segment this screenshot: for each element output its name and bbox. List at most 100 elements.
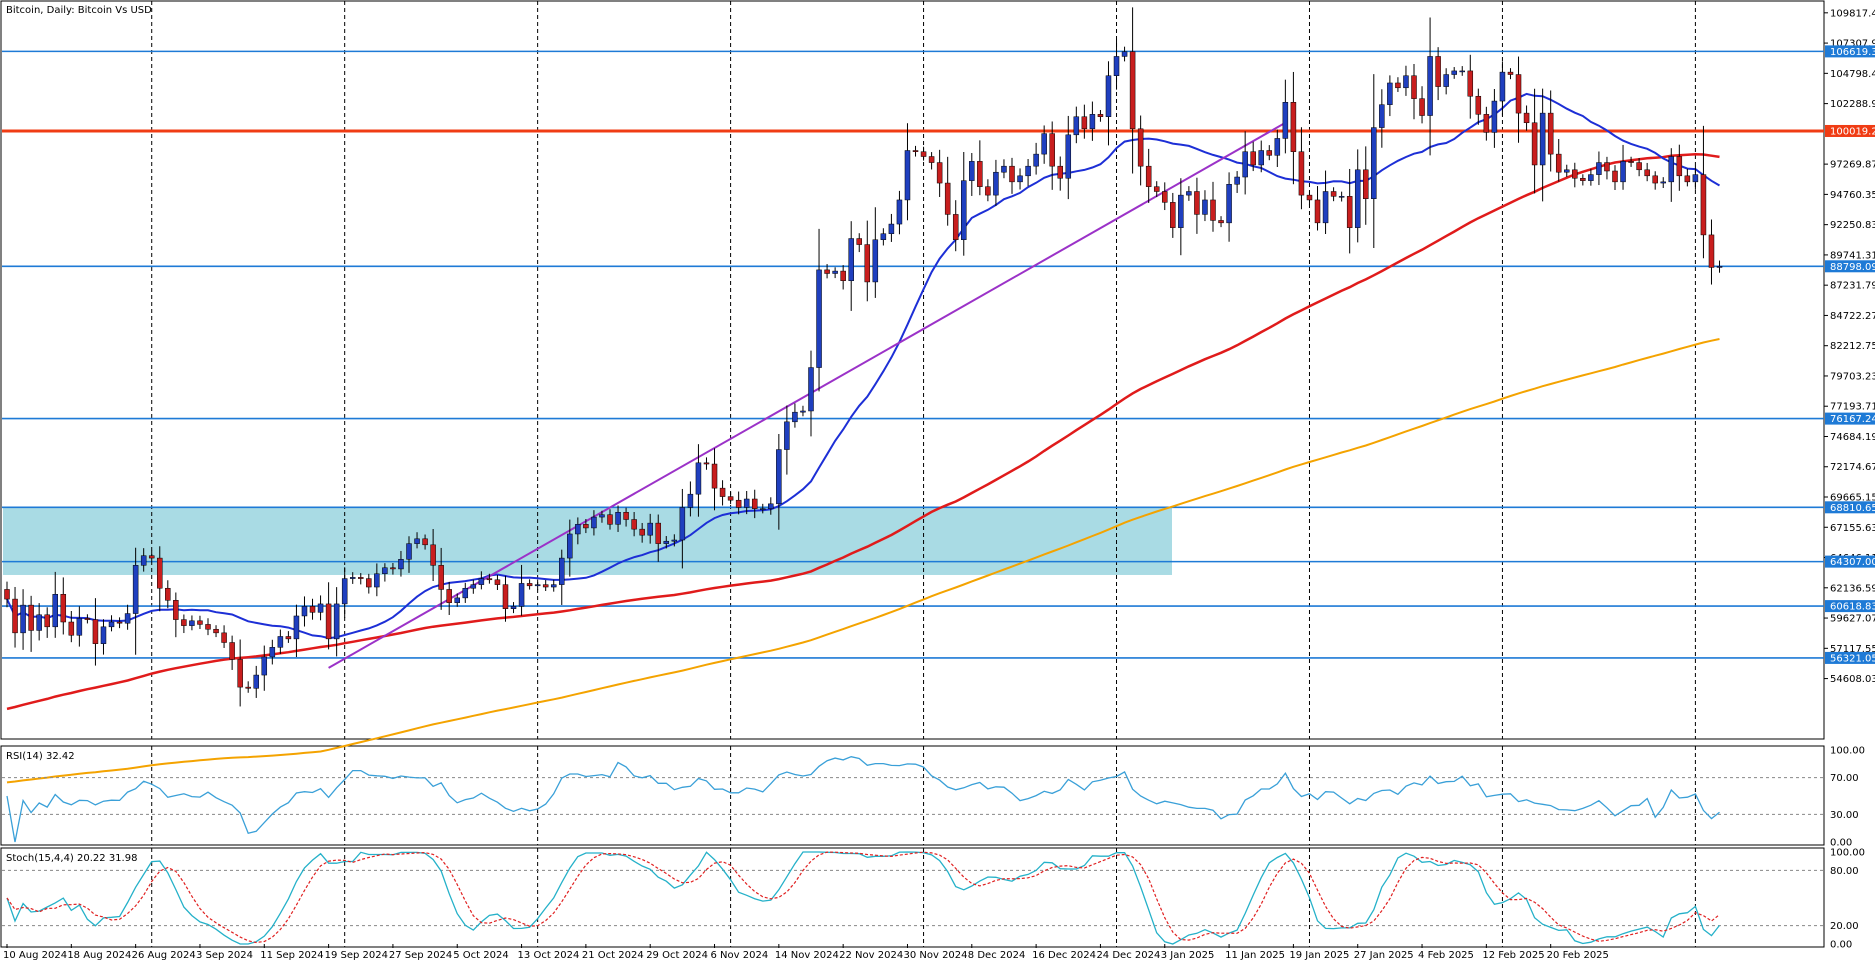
candle-bear (751, 498, 758, 509)
candle-bull (1282, 102, 1289, 139)
candle-bull (478, 578, 485, 585)
candle-bull (454, 597, 460, 603)
candle-bull (132, 565, 139, 614)
candle-bull (1596, 162, 1602, 175)
horizontal-levels[interactable] (2, 50, 1824, 659)
candle-bear (1081, 116, 1088, 130)
candle-bull (1202, 199, 1208, 215)
candle-bear (1604, 162, 1610, 172)
candle-bull (1226, 184, 1232, 224)
candle-bull (1041, 133, 1047, 155)
candle-bear (727, 496, 734, 501)
candle-bear (864, 244, 871, 283)
candle-bear (936, 162, 943, 184)
candle-bear (1363, 169, 1369, 199)
candle-bear (1218, 220, 1224, 224)
candle-bull (679, 507, 686, 541)
candle-bear (1097, 114, 1104, 117)
candle-bull (776, 449, 782, 505)
candle-bull (534, 584, 541, 587)
candle-bull (567, 533, 573, 559)
candle-bear (213, 628, 219, 634)
candle-bull (1178, 194, 1184, 228)
trendline[interactable] (328, 121, 1286, 669)
candle-bull (1017, 175, 1023, 183)
candles (4, 7, 1723, 707)
candle-bull (792, 411, 798, 423)
candle-bear (1652, 175, 1658, 184)
candle-bull (1539, 112, 1546, 166)
candle-bull (510, 606, 517, 609)
candle-bull (100, 626, 107, 644)
candle-bear (285, 636, 292, 640)
candle-bear (1628, 161, 1634, 163)
moving-averages (6, 92, 1721, 784)
rsi-axis-label: 100.00 (1830, 746, 1865, 757)
stoch-axis-label: 20.00 (1830, 921, 1859, 932)
candle-bear (221, 632, 227, 643)
x-axis-label: 19 Sep 2024 (325, 950, 388, 961)
candle-bull (317, 603, 324, 613)
candle-bull (575, 524, 581, 535)
candle-bull (1451, 70, 1457, 75)
candle-bull (1105, 75, 1112, 117)
candle-bear (655, 522, 661, 544)
candle-bull (333, 603, 340, 640)
candle-bull (591, 516, 597, 529)
candle-bear (1009, 165, 1015, 183)
y-axis-label: 62136.59 (1830, 583, 1875, 594)
x-axis-label: 6 Nov 2024 (711, 950, 769, 961)
candle-bear (1153, 186, 1160, 192)
candle-bear (1162, 191, 1168, 203)
candle-bear (639, 528, 645, 536)
x-axis-label: 20 Feb 2025 (1547, 950, 1609, 961)
candle-bull (663, 540, 670, 544)
x-axis-label: 11 Sep 2024 (260, 950, 323, 961)
candle-bull (768, 503, 774, 509)
candle-bear (390, 567, 396, 570)
candle-bull (1322, 191, 1329, 224)
candle-bull (888, 223, 895, 234)
candle-bull (615, 512, 621, 525)
candle-bear (1547, 112, 1554, 155)
price-tag (1825, 600, 1875, 613)
candle-bear (631, 519, 637, 530)
candle-bull (671, 539, 678, 542)
candle-bull (1716, 266, 1723, 268)
trendline-line[interactable] (328, 121, 1286, 669)
candle-bear (1700, 174, 1707, 236)
candle-bear (1435, 56, 1441, 87)
candle-bull (189, 620, 195, 626)
candle-bear (157, 557, 163, 589)
candle-bear (1419, 98, 1425, 116)
candle-bear (526, 583, 533, 587)
y-axis-label: 82212.75 (1830, 341, 1875, 352)
y-axis-label: 97269.87 (1830, 160, 1875, 171)
candle-bear (1290, 102, 1297, 152)
candle-bear (1507, 71, 1514, 75)
candle-bull (1660, 181, 1666, 184)
rsi-axis-label: 0.00 (1830, 838, 1852, 849)
candle-bull (743, 498, 750, 508)
candle-bear (237, 659, 243, 688)
candle-bull (1338, 196, 1345, 198)
candle-bull (1234, 176, 1240, 185)
y-axis-label: 59627.07 (1830, 614, 1875, 625)
x-axis-label: 4 Feb 2025 (1418, 950, 1474, 961)
x-axis-label: 3 Jan 2025 (1161, 950, 1215, 961)
candle-bear (28, 604, 34, 631)
candle-bear (607, 514, 613, 525)
candle-bear (68, 621, 75, 636)
y-axis-label: 102288.91 (1830, 99, 1875, 110)
candle-bear (60, 594, 67, 623)
candle-bear (430, 544, 436, 566)
candle-bull (398, 559, 404, 570)
candle-bull (993, 171, 999, 196)
candle-bear (173, 600, 179, 620)
candle-bull (880, 233, 887, 240)
candle-bull (1371, 127, 1377, 199)
candle-bull (470, 584, 477, 589)
candle-bull (550, 584, 557, 588)
candle-bull (518, 583, 525, 607)
